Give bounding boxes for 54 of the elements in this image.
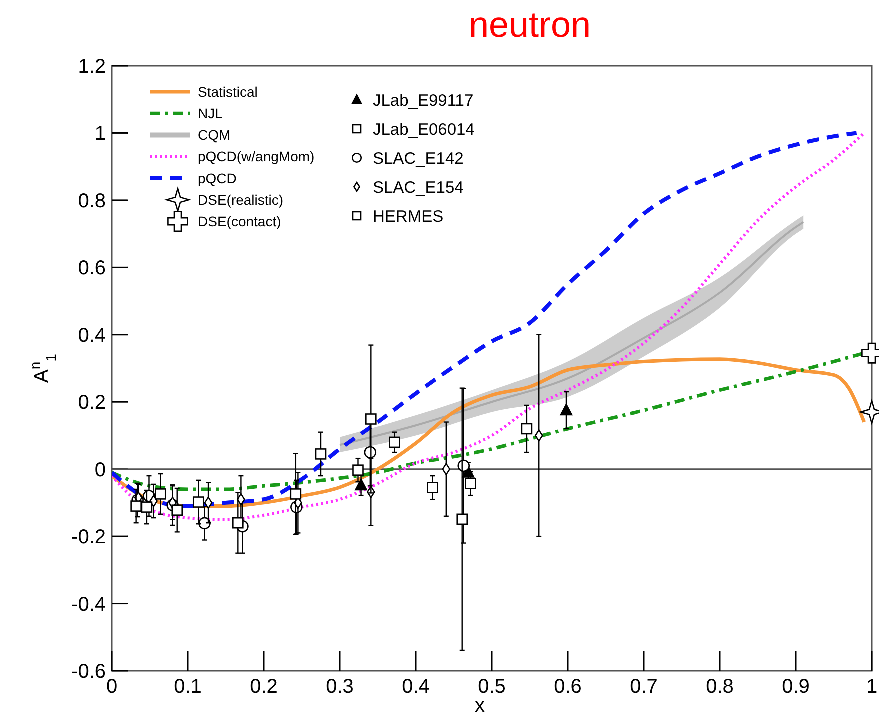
point xyxy=(465,478,476,490)
y-tick-label: 0 xyxy=(94,459,106,482)
legend-label: DSE(contact) xyxy=(198,214,282,230)
x-tick-label: 0.6 xyxy=(554,676,582,698)
x-tick-label: 0.2 xyxy=(250,676,278,698)
point xyxy=(560,404,573,416)
legend-label: DSE(realistic) xyxy=(198,192,284,208)
point xyxy=(172,504,184,516)
x-tick-label: 0.3 xyxy=(326,676,354,698)
point xyxy=(389,436,400,448)
y-tick-label: 1.2 xyxy=(78,56,106,78)
legend-label: pQCD(w/angMom) xyxy=(198,148,315,165)
point xyxy=(141,502,153,513)
point xyxy=(290,488,302,500)
point xyxy=(534,430,544,442)
point xyxy=(154,488,166,500)
point xyxy=(427,482,438,494)
legend-label: JLab_E99117 xyxy=(373,92,474,110)
point xyxy=(366,414,377,425)
point xyxy=(198,517,211,530)
y-tick-label: 0.6 xyxy=(78,258,106,280)
y-tick-label: 0.8 xyxy=(78,190,106,212)
legend-label: JLab_E06014 xyxy=(373,120,475,139)
point xyxy=(192,496,204,508)
point xyxy=(232,517,244,529)
legend-label: CQM xyxy=(198,127,231,144)
legend-label: NJL xyxy=(198,106,224,122)
point xyxy=(456,514,468,526)
x-tick-label: 0.8 xyxy=(706,676,734,698)
x-tick-label: 0.4 xyxy=(402,676,430,698)
point xyxy=(130,500,142,512)
x-tick-label: 0.1 xyxy=(174,676,202,698)
legend-label: HERMES xyxy=(373,208,444,226)
y-tick-label: 0.2 xyxy=(78,392,106,414)
y-tick-label: 0.4 xyxy=(78,324,106,347)
y-tick-label: 1 xyxy=(94,123,106,146)
point xyxy=(315,448,327,460)
legend-label: Statistical xyxy=(198,84,258,100)
legend-label: SLAC_E154 xyxy=(373,178,464,197)
legend-label: SLAC_E142 xyxy=(373,150,464,168)
x-tick-label: 0.9 xyxy=(782,676,810,698)
x-tick-label: 0.7 xyxy=(630,676,658,698)
legend-label: pQCD xyxy=(198,170,237,186)
y-tick-label: -0.2 xyxy=(72,526,106,549)
x-tick-label: 1 xyxy=(866,676,878,698)
chart-title: neutron xyxy=(468,4,592,45)
point xyxy=(521,423,533,435)
y-tick-label: -0.4 xyxy=(72,594,106,616)
y-tick-label: -0.6 xyxy=(72,661,106,683)
x-tick-label: 0.5 xyxy=(478,676,506,698)
x-axis-title: x xyxy=(475,695,485,717)
point xyxy=(442,463,451,476)
point xyxy=(352,464,364,476)
point xyxy=(355,478,368,491)
